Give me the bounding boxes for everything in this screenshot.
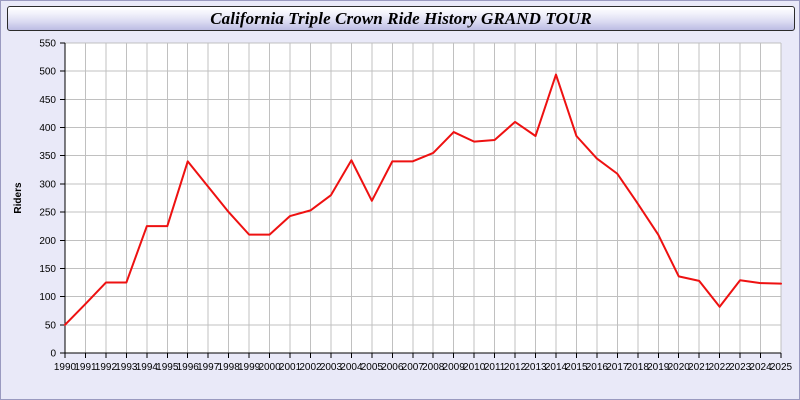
x-tick-label: 2000 <box>258 362 281 373</box>
y-tick-label: 300 <box>39 179 56 190</box>
x-tick-label: 1994 <box>136 362 159 373</box>
x-tick-label: 2002 <box>299 362 322 373</box>
y-tick-label: 550 <box>39 39 56 50</box>
plot-background <box>65 43 781 353</box>
x-tick-label: 2009 <box>443 362 466 373</box>
x-tick-label: 2012 <box>504 362 527 373</box>
x-tick-label: 2010 <box>463 362 486 373</box>
x-tick-label: 1990 <box>54 362 77 373</box>
data-series-line <box>64 73 782 326</box>
x-tick-label: 1997 <box>197 362 220 373</box>
x-tick-label: 2008 <box>422 362 445 373</box>
line-chart: 0501001502002503003504004505005501990199… <box>13 39 793 374</box>
x-tick-label: 2017 <box>606 362 629 373</box>
x-tick-label: 2013 <box>524 362 547 373</box>
x-tick-label: 2006 <box>381 362 404 373</box>
x-tick-label: 1999 <box>238 362 261 373</box>
page-title: California Triple Crown Ride History GRA… <box>210 8 592 28</box>
x-tick-label: 2011 <box>484 362 506 373</box>
x-tick-label: 2015 <box>565 362 588 373</box>
x-tick-label: 2025 <box>770 362 793 373</box>
x-tick-label: 2021 <box>688 362 711 373</box>
x-tick-label: 2016 <box>586 362 609 373</box>
x-tick-label: 1992 <box>95 362 118 373</box>
x-tick-label: 1993 <box>115 362 138 373</box>
x-tick-label: 1991 <box>74 362 97 373</box>
y-tick-label: 500 <box>39 67 56 78</box>
x-tick-label: 2003 <box>320 362 343 373</box>
title-bar: California Triple Crown Ride History GRA… <box>7 6 795 31</box>
y-tick-label: 150 <box>39 264 56 275</box>
y-axis-title: Riders <box>13 182 24 214</box>
y-tick-label: 400 <box>39 123 56 134</box>
x-tick-label: 2022 <box>709 362 732 373</box>
y-tick-label: 50 <box>45 320 57 331</box>
x-tick-label: 1995 <box>156 362 179 373</box>
y-tick-label: 200 <box>39 236 56 247</box>
x-tick-label: 2005 <box>361 362 384 373</box>
y-tick-label: 250 <box>39 208 56 219</box>
y-tick-label: 0 <box>50 349 56 360</box>
x-tick-label: 2004 <box>340 362 363 373</box>
x-tick-label: 2019 <box>647 362 670 373</box>
x-tick-label: 2020 <box>668 362 691 373</box>
x-tick-label: 2018 <box>627 362 650 373</box>
x-tick-label: 2007 <box>402 362 425 373</box>
y-tick-label: 100 <box>39 292 56 303</box>
chart-plot-container: 0 50 100 150 200 250 300 350 400 450 500 550 1990 199… <box>7 35 795 395</box>
x-tick-label: 2014 <box>545 362 568 373</box>
x-tick-label: 2024 <box>749 362 772 373</box>
y-tick-label: 450 <box>39 95 56 106</box>
x-tick-label: 2023 <box>729 362 752 373</box>
x-tick-label: 1996 <box>177 362 200 373</box>
x-tick-label: 2001 <box>279 362 302 373</box>
x-tick-label: 1998 <box>218 362 241 373</box>
y-tick-label: 350 <box>39 151 56 162</box>
